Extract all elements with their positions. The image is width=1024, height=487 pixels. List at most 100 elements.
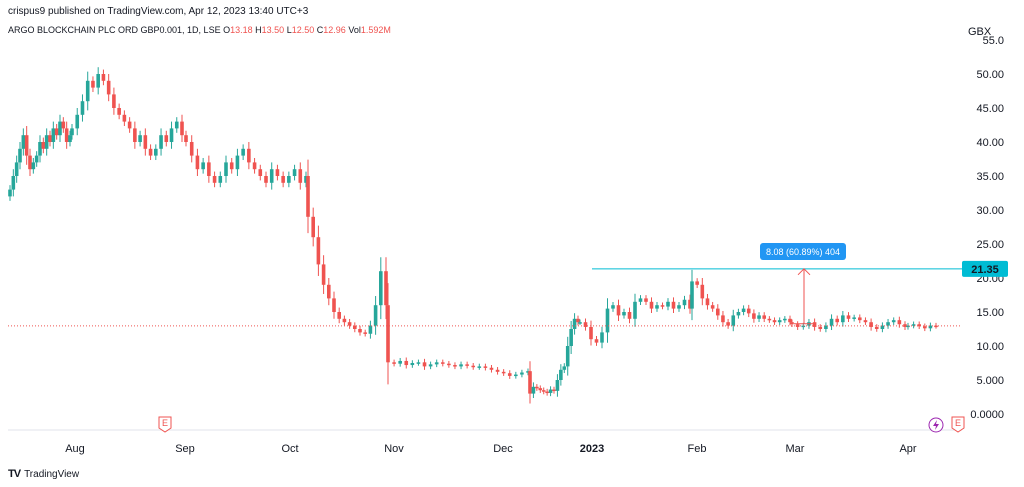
candle-body[interactable] xyxy=(531,386,536,394)
candle-body[interactable] xyxy=(841,315,845,323)
candle-body[interactable] xyxy=(700,284,705,299)
candle-body[interactable] xyxy=(143,135,148,149)
candle-body[interactable] xyxy=(520,372,524,375)
candle-body[interactable] xyxy=(858,317,862,321)
candle-body[interactable] xyxy=(715,308,720,316)
candle-body[interactable] xyxy=(705,298,710,306)
candle-body[interactable] xyxy=(332,298,336,312)
candle-body[interactable] xyxy=(287,176,291,183)
candle-body[interactable] xyxy=(627,312,632,319)
candle-body[interactable] xyxy=(392,362,396,364)
footer-brand[interactable]: TV TradingView xyxy=(8,468,79,480)
candle-body[interactable] xyxy=(790,322,794,325)
candle-body[interactable] xyxy=(379,271,383,306)
candle-body[interactable] xyxy=(772,320,777,323)
candle-body[interactable] xyxy=(275,169,280,176)
candle-body[interactable] xyxy=(21,135,26,149)
candle-body[interactable] xyxy=(891,320,896,323)
candle-body[interactable] xyxy=(235,155,240,170)
candle-body[interactable] xyxy=(934,325,938,328)
candle-body[interactable] xyxy=(18,148,22,163)
candle-body[interactable] xyxy=(611,305,615,309)
candle-body[interactable] xyxy=(91,80,95,88)
candle-body[interactable] xyxy=(281,176,285,183)
candle-body[interactable] xyxy=(767,318,772,321)
candle-body[interactable] xyxy=(384,271,388,306)
candle-body[interactable] xyxy=(31,162,36,170)
candle-body[interactable] xyxy=(8,189,12,197)
candle-body[interactable] xyxy=(247,148,251,163)
candle-body[interactable] xyxy=(886,322,890,326)
candle-body[interactable] xyxy=(404,360,409,366)
candle-body[interactable] xyxy=(373,305,378,326)
candle-body[interactable] xyxy=(846,315,851,319)
candle-body[interactable] xyxy=(721,315,725,323)
candle-body[interactable] xyxy=(342,318,347,323)
candle-body[interactable] xyxy=(440,362,445,364)
candle-body[interactable] xyxy=(64,128,69,142)
candle-body[interactable] xyxy=(746,308,751,314)
candle-body[interactable] xyxy=(578,322,582,324)
candle-body[interactable] xyxy=(358,329,362,333)
candle-body[interactable] xyxy=(622,312,626,316)
candle-body[interactable] xyxy=(11,176,16,190)
candle-body[interactable] xyxy=(548,389,553,393)
candle-body[interactable] xyxy=(757,315,761,319)
candle-body[interactable] xyxy=(195,155,200,170)
candle-body[interactable] xyxy=(545,391,549,394)
candle-body[interactable] xyxy=(583,322,588,327)
candle-body[interactable] xyxy=(777,320,782,323)
candle-body[interactable] xyxy=(184,135,188,142)
candle-body[interactable] xyxy=(489,367,494,370)
candle-body[interactable] xyxy=(471,365,476,368)
candle-body[interactable] xyxy=(327,284,331,299)
candle-body[interactable] xyxy=(726,322,730,326)
candle-body[interactable] xyxy=(660,305,665,307)
candle-body[interactable] xyxy=(180,121,184,136)
candle-body[interactable] xyxy=(117,108,121,115)
candle-body[interactable] xyxy=(169,128,174,142)
candle-body[interactable] xyxy=(106,80,111,95)
candle-body[interactable] xyxy=(589,326,593,340)
candle-body[interactable] xyxy=(148,148,153,156)
candle-body[interactable] xyxy=(852,317,856,319)
candle-body[interactable] xyxy=(526,371,530,373)
candle-body[interactable] xyxy=(292,169,297,176)
earnings-icon[interactable] xyxy=(951,416,965,433)
candle-body[interactable] xyxy=(304,176,308,183)
candle-body[interactable] xyxy=(61,121,66,129)
candle-body[interactable] xyxy=(783,318,787,321)
candle-body[interactable] xyxy=(159,135,163,149)
candle-body[interactable] xyxy=(252,162,257,170)
candle-body[interactable] xyxy=(353,325,357,329)
candle-body[interactable] xyxy=(229,162,234,170)
candle-body[interactable] xyxy=(788,318,792,323)
candle-body[interactable] xyxy=(68,135,72,142)
candle-body[interactable] xyxy=(44,135,49,149)
candle-body[interactable] xyxy=(538,388,543,391)
candle-body[interactable] xyxy=(459,364,463,367)
candle-body[interactable] xyxy=(48,135,52,142)
candle-body[interactable] xyxy=(917,324,921,327)
candle-body[interactable] xyxy=(133,128,137,142)
candle-body[interactable] xyxy=(869,322,873,327)
candle-body[interactable] xyxy=(818,326,823,329)
candle-body[interactable] xyxy=(465,364,469,366)
candle-body[interactable] xyxy=(428,364,433,367)
candle-body[interactable] xyxy=(189,142,194,156)
candle-body[interactable] xyxy=(710,305,715,309)
candle-body[interactable] xyxy=(752,313,756,319)
candle-body[interactable] xyxy=(829,318,834,326)
candle-body[interactable] xyxy=(835,318,839,323)
candle-body[interactable] xyxy=(644,298,648,302)
candle-body[interactable] xyxy=(605,308,610,333)
candle-body[interactable] xyxy=(138,135,142,142)
candle-body[interactable] xyxy=(127,121,132,129)
candle-body[interactable] xyxy=(434,362,439,365)
candle-body[interactable] xyxy=(447,363,451,366)
candle-body[interactable] xyxy=(731,315,736,326)
candle-body[interactable] xyxy=(416,362,421,364)
candle-body[interactable] xyxy=(174,121,179,129)
candle-body[interactable] xyxy=(824,325,828,329)
